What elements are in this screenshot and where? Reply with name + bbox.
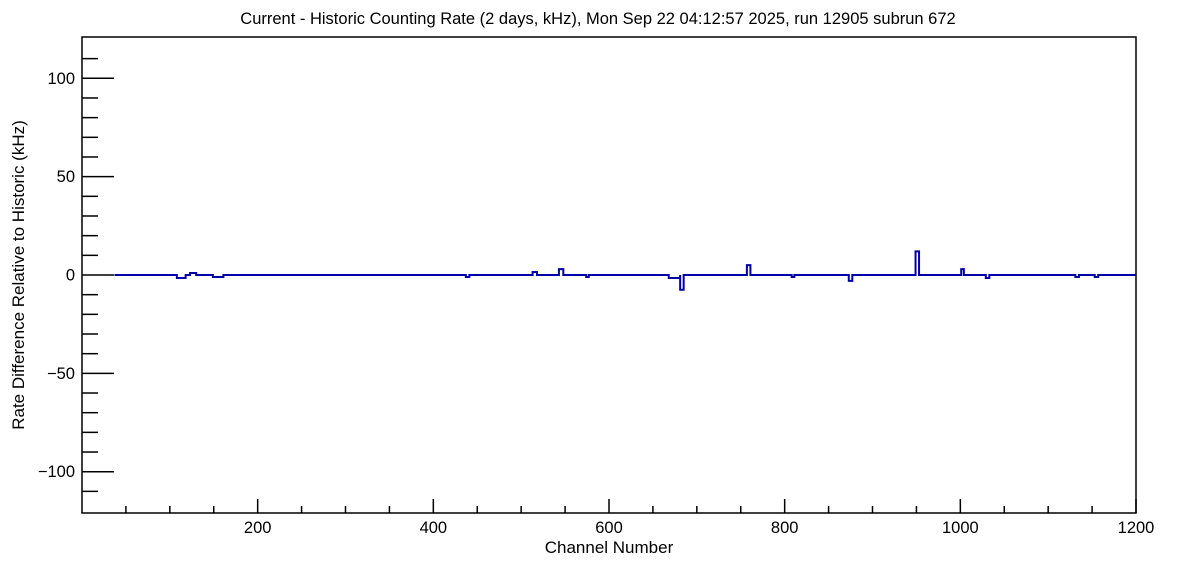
plot-frame [81, 36, 1137, 514]
y-tick-label: −100 [38, 463, 75, 481]
y-tick-label: 0 [66, 267, 75, 285]
x-tick-label: 200 [244, 519, 272, 537]
x-tick-label: 600 [595, 519, 623, 537]
y-tick-label: 100 [47, 70, 75, 88]
x-axis-title: Channel Number [545, 538, 674, 557]
x-tick-label: 1000 [942, 519, 979, 537]
axis-tick-labels-layer: −100 −50 0 50 100 200 400 600 800 1000 1200 [38, 70, 1155, 537]
y-axis-title: Rate Difference Relative to Historic (kH… [9, 120, 28, 430]
x-tick-label: 400 [420, 519, 448, 537]
axis-ticks-layer [82, 57, 1137, 513]
y-tick-label: 50 [57, 168, 75, 186]
histogram-line [114, 250, 1136, 291]
plot-title: Current - Historic Counting Rate (2 days… [240, 10, 955, 28]
x-tick-label: 1200 [1118, 519, 1155, 537]
y-tick-label: −50 [47, 365, 75, 383]
x-tick-label: 800 [771, 519, 799, 537]
